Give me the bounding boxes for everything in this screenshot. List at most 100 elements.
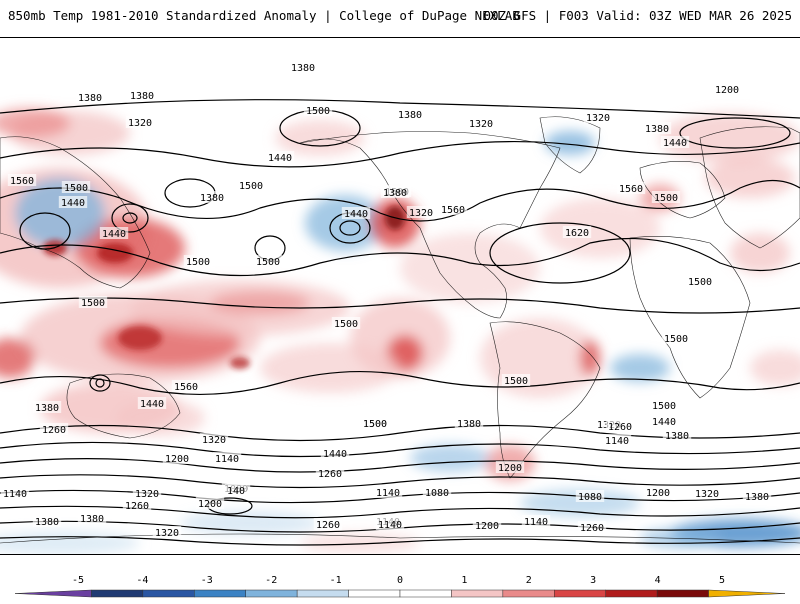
contour-label-bg — [61, 181, 91, 193]
colorbar-swatch — [91, 589, 144, 598]
contour-label-bg — [7, 174, 37, 186]
contour-label-bg — [466, 117, 496, 129]
contour-label-bg — [395, 108, 425, 120]
contour-label: 1200 — [198, 499, 222, 510]
contour-label-bg — [315, 467, 345, 479]
contour-label-bg — [649, 415, 679, 427]
contour-label-bg — [583, 111, 613, 123]
contour-label-bg — [380, 186, 410, 198]
contour-label: 1620 — [565, 228, 589, 239]
contour-label: 1200 — [646, 488, 670, 499]
contour-label: 1140 — [376, 488, 400, 499]
contour-label: 1140 — [378, 520, 402, 531]
contour-label-bg — [660, 136, 690, 148]
contour-label-bg — [320, 447, 350, 459]
contour-label: 1260 — [608, 422, 632, 433]
contour-label-bg — [742, 490, 772, 502]
contour-label: 1440 — [323, 449, 347, 460]
contour-label-bg — [649, 399, 679, 411]
contour-label-bg — [78, 296, 108, 308]
contour-label-bg — [122, 499, 152, 511]
contour-label: 1140 — [605, 436, 629, 447]
contour-label-bg — [132, 487, 162, 499]
contour-label-bg — [616, 182, 646, 194]
contour-label: 1500 — [81, 298, 105, 309]
contour-label-bg — [99, 227, 129, 239]
colorbar-swatch — [502, 589, 555, 598]
contour-label-bg — [360, 417, 390, 429]
contour-label-bg — [197, 191, 227, 203]
coastlines — [0, 116, 800, 544]
contour-label: 1380 — [398, 110, 422, 121]
contour-label: 1140 — [215, 454, 239, 465]
map-title: 850mb Temp 1981-2010 Standardized Anomal… — [8, 8, 520, 23]
contour-label-bg — [501, 374, 531, 386]
colorbar-swatch — [296, 589, 349, 598]
contour-label: 1380 — [665, 431, 689, 442]
contour-label: 1500 — [504, 376, 528, 387]
weather-map[interactable]: 1380 1380 1380 1320 1440 1500 1380 1320 1560 1500… — [0, 37, 800, 555]
contour-label: 1260 — [580, 523, 604, 534]
contour-label: 1440 — [61, 198, 85, 209]
contour-label-bg — [32, 515, 62, 527]
contour-label: 1320 — [586, 113, 610, 124]
contour-label-bg — [575, 490, 605, 502]
contour-label-bg — [127, 89, 157, 101]
contour-label-bg — [651, 191, 681, 203]
contour-label: 1380 — [78, 93, 102, 104]
contour-label: 1380 — [745, 492, 769, 503]
contour-label-bg — [341, 207, 371, 219]
colorbar-swatch — [348, 589, 401, 598]
contour-label-bg — [642, 122, 672, 134]
colorbar-legend: -5 -4 -3 -2 -1 0 1 2 3 4 5 — [0, 560, 800, 600]
contour-label-bg — [605, 420, 635, 432]
contour-label-bg — [602, 434, 632, 446]
colorbar-swatch — [142, 589, 195, 598]
contour-label: 1200 — [475, 521, 499, 532]
contour-label: 1500 — [64, 183, 88, 194]
colorbar-tick-label: 4 — [655, 575, 661, 586]
contour-label: 1080 — [578, 492, 602, 503]
contour-label-bg — [253, 255, 283, 267]
contour-label: 1500 — [186, 257, 210, 268]
contour-label-bg — [313, 518, 343, 530]
contour-label-bg — [438, 203, 468, 215]
contour-label: 1260 — [318, 469, 342, 480]
contour-label: 1440 — [268, 153, 292, 164]
contour-label: 1200 — [715, 85, 739, 96]
contour-label-bg — [331, 317, 361, 329]
contour-label-bg — [0, 487, 30, 499]
contour-label: 1320 — [202, 435, 226, 446]
contour-label: 140 — [227, 486, 245, 497]
contour-label: 1500 — [334, 319, 358, 330]
contour-label-bg — [692, 487, 722, 499]
contour-label: 1440 — [663, 138, 687, 149]
contour-label-bg — [212, 452, 242, 464]
contour-label-layer: 1380 1380 1380 1320 1440 1500 1380 1320 1560 1500… — [0, 61, 772, 539]
contour-label-bg — [495, 461, 525, 473]
contour-label: 1140 — [3, 489, 27, 500]
contour-label-bg — [39, 423, 69, 435]
contour-label-bg — [236, 179, 266, 191]
contour-label: 1560 — [619, 184, 643, 195]
contour-label: 1320 — [469, 119, 493, 130]
contour-label: 1320 — [128, 118, 152, 129]
contour-label: 1320 — [695, 489, 719, 500]
contour-label-bg — [521, 515, 551, 527]
colorbar-tick-label: 1 — [461, 575, 467, 586]
colorbar-swatch — [451, 589, 504, 598]
contour-label-bg — [125, 116, 155, 128]
contour-label: 1260 — [125, 501, 149, 512]
contour-label-bg — [643, 486, 673, 498]
height-contours — [0, 99, 800, 546]
contour-label: 1500 — [688, 277, 712, 288]
colorbar-tick-label: -3 — [201, 575, 213, 586]
contour-label-bg — [685, 275, 715, 287]
contour-label: 1140 — [524, 517, 548, 528]
contour-label: 1440 — [652, 417, 676, 428]
contour-label: 1380 — [80, 514, 104, 525]
contour-label-bg — [58, 196, 88, 208]
contour-label: 1500 — [654, 193, 678, 204]
contour-label: 1500 — [239, 181, 263, 192]
contour-label-bg — [224, 484, 248, 496]
